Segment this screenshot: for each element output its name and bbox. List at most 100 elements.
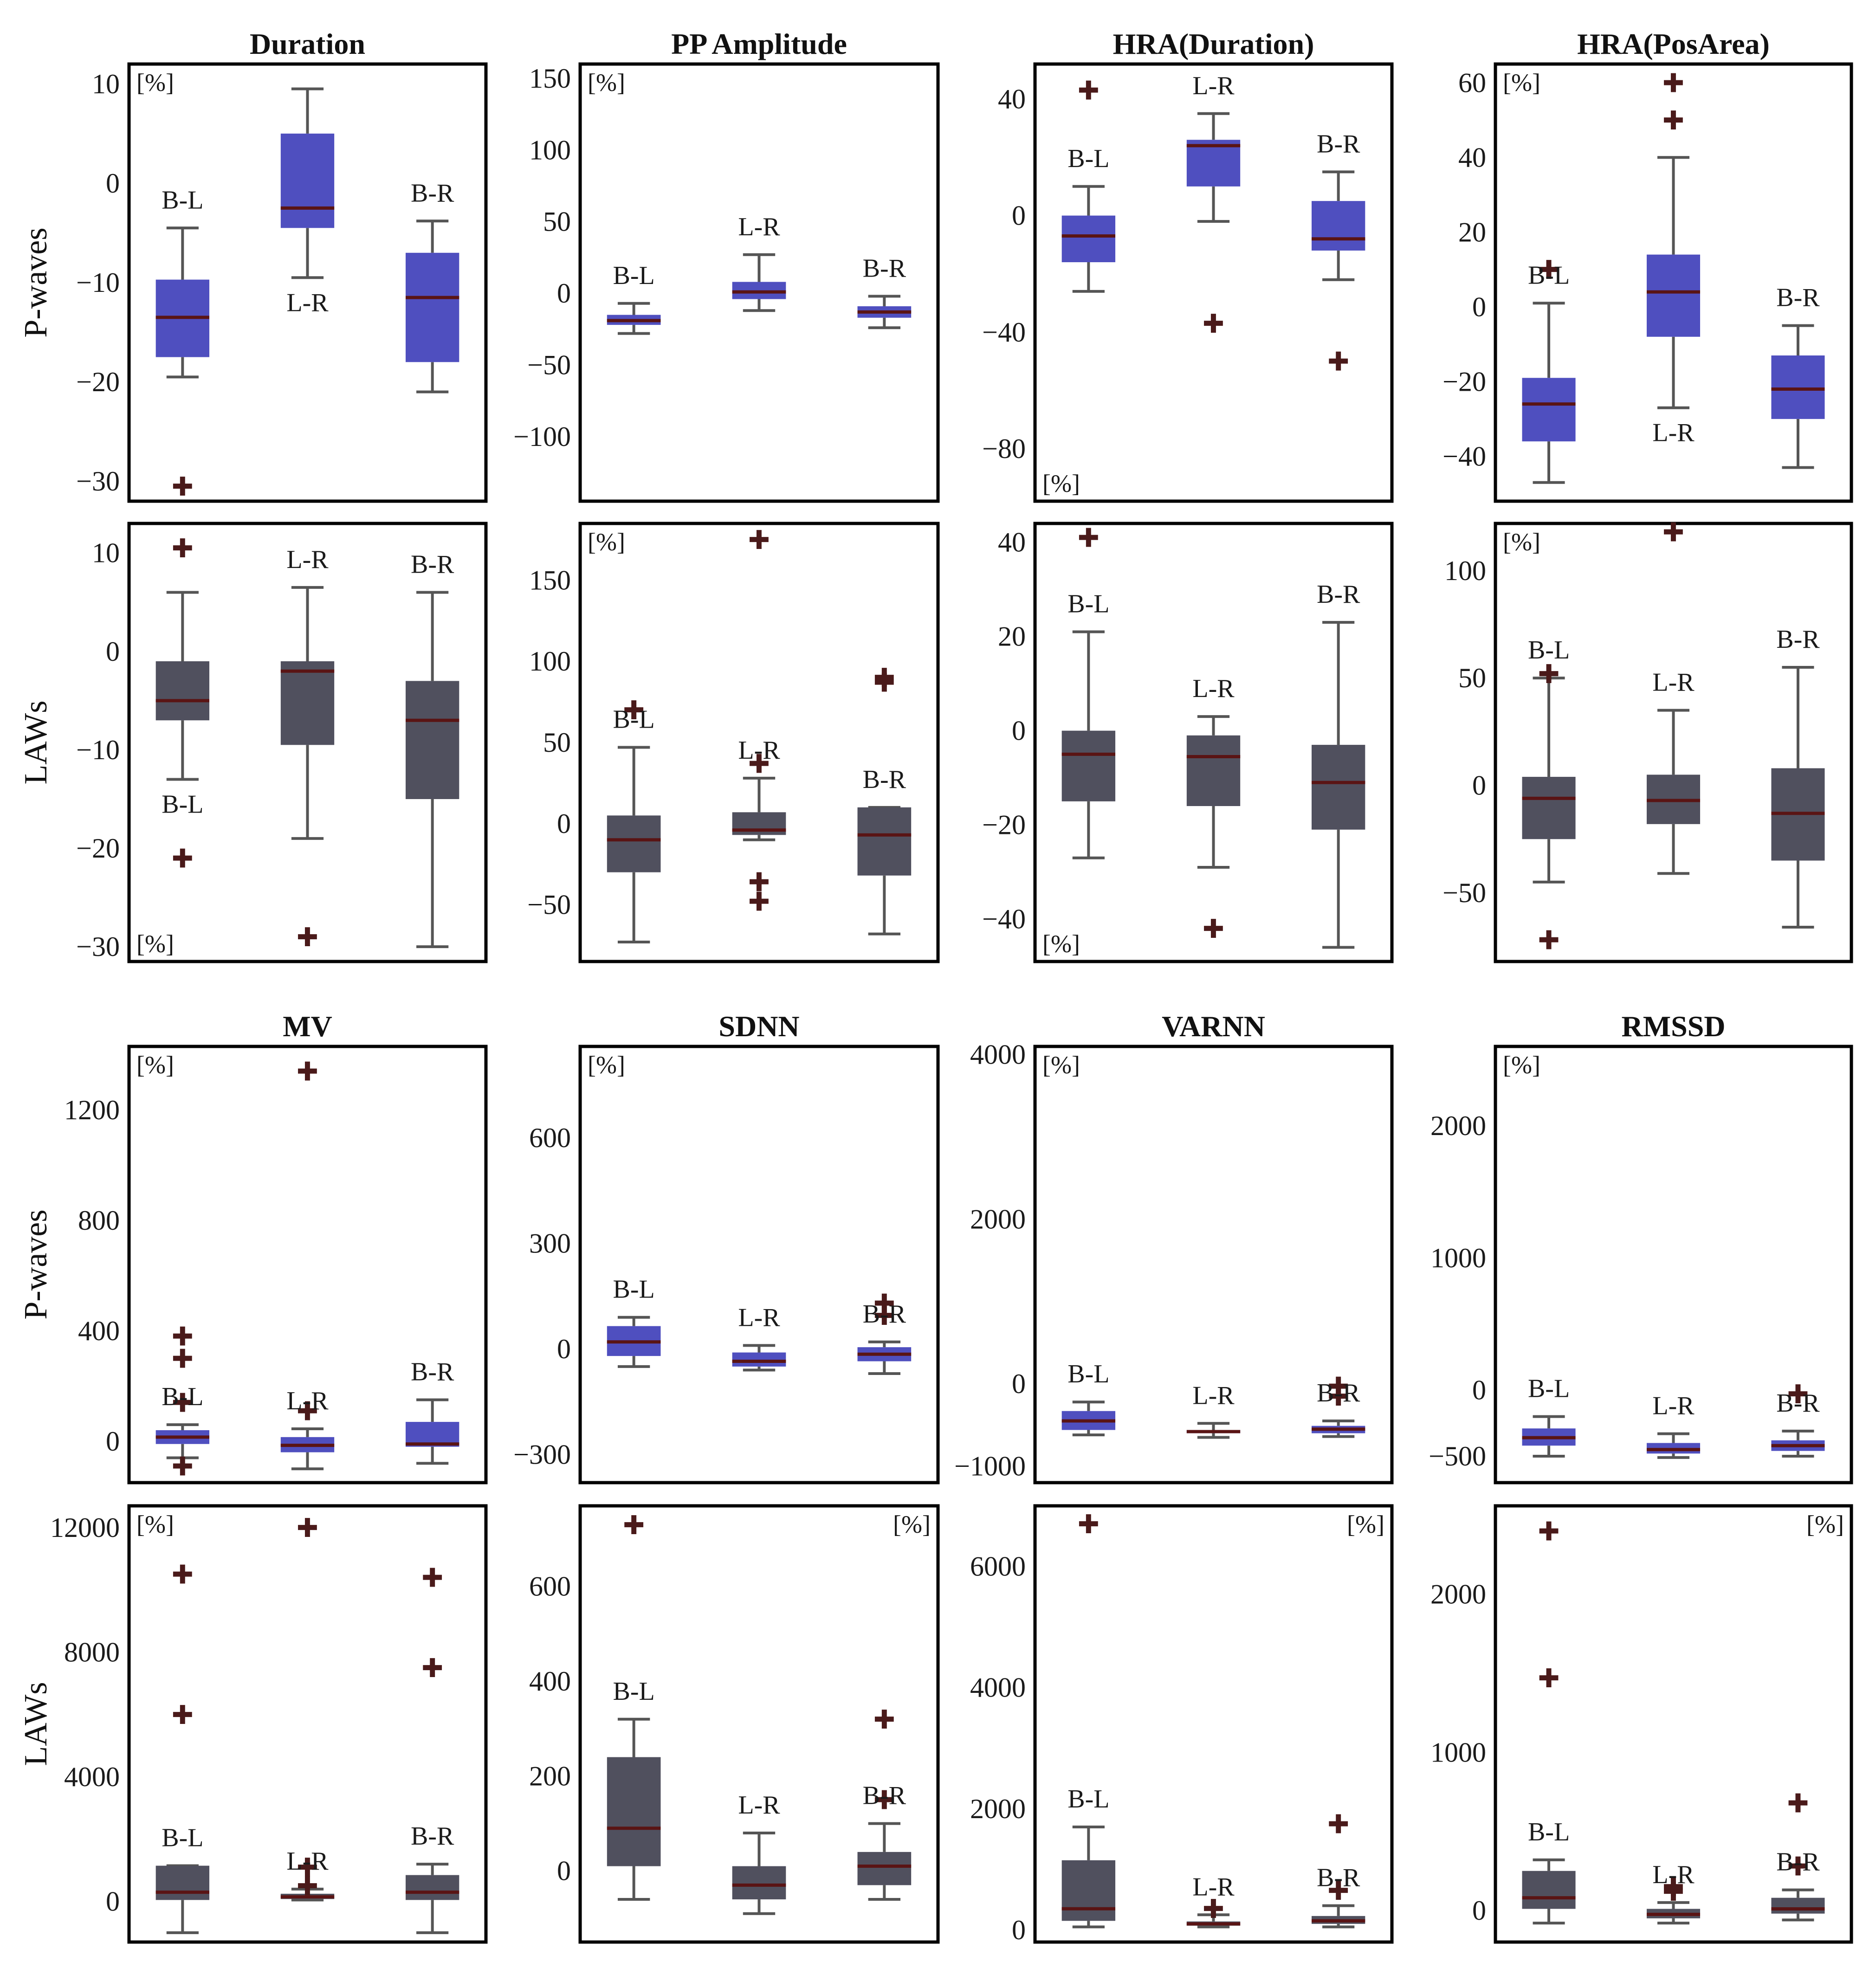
group-label: L-R <box>286 545 329 574</box>
outlier-marker: ✚ <box>172 472 194 502</box>
panel-frame <box>127 522 488 963</box>
outlier-marker: ✚ <box>172 1452 194 1482</box>
outlier-marker: ✚ <box>297 1853 318 1883</box>
unit-label: [%] <box>1042 930 1080 958</box>
y-tick-label: −10 <box>76 267 120 298</box>
group-label: L-R <box>286 288 329 317</box>
y-tick-label: 6000 <box>970 1551 1026 1582</box>
y-tick-label: 0 <box>1472 291 1486 322</box>
group-label: L-R <box>286 1387 329 1415</box>
outlier-marker: ✚ <box>421 1563 443 1593</box>
outlier-marker: ✚ <box>1203 1894 1224 1924</box>
box-b-l <box>1061 730 1116 801</box>
box-l-r <box>1186 140 1241 187</box>
box-b-l <box>607 815 661 872</box>
group-label: B-R <box>1776 284 1820 312</box>
unit-label: [%] <box>136 930 174 958</box>
y-tick-label: −20 <box>76 367 120 397</box>
box-b-r <box>1771 1897 1825 1914</box>
y-tick-label: 0 <box>1012 1368 1026 1399</box>
group-label: B-R <box>1317 580 1360 609</box>
y-tick-label: 800 <box>78 1205 120 1236</box>
box-l-r <box>1646 254 1701 337</box>
outlier-marker: ✚ <box>1203 914 1224 944</box>
y-tick-label: 2000 <box>1430 1110 1486 1141</box>
group-label: B-L <box>1067 1785 1109 1814</box>
box-b-r <box>857 807 912 876</box>
group-label: B-L <box>1528 636 1570 665</box>
outlier-marker: ✚ <box>172 534 194 564</box>
panel-title: RMSSD <box>1621 1010 1725 1043</box>
group-label: B-L <box>1528 261 1570 290</box>
y-tick-label: 100 <box>1444 555 1486 586</box>
group-label: B-L <box>613 705 655 734</box>
y-tick-label: 100 <box>529 646 571 677</box>
y-tick-label: −300 <box>513 1439 571 1470</box>
outlier-marker: ✚ <box>297 1396 318 1426</box>
y-tick-label: 600 <box>529 1123 571 1153</box>
y-tick-label: 0 <box>106 636 120 667</box>
y-tick-label: −30 <box>76 931 120 962</box>
outlier-marker: ✚ <box>1203 309 1224 339</box>
panel-frame <box>1033 62 1394 503</box>
y-tick-label: 0 <box>1472 1375 1486 1406</box>
group-label: L-R <box>738 1303 780 1332</box>
box-b-l <box>155 661 210 721</box>
y-tick-label: 40 <box>1458 142 1486 173</box>
y-tick-label: 50 <box>1458 663 1486 693</box>
panel-frame <box>1494 522 1853 963</box>
y-tick-label: −40 <box>1443 441 1486 471</box>
unit-label: [%] <box>1503 1051 1540 1079</box>
outlier-marker: ✚ <box>1327 1372 1349 1402</box>
outlier-marker: ✚ <box>1663 518 1684 548</box>
y-tick-label: 300 <box>529 1228 571 1259</box>
group-label: B-R <box>863 1781 906 1810</box>
outlier-marker: ✚ <box>1538 255 1560 285</box>
box-b-l <box>607 1757 661 1866</box>
y-tick-label: 100 <box>529 135 571 165</box>
group-label: B-L <box>162 1824 203 1852</box>
y-tick-label: 12000 <box>50 1512 120 1543</box>
group-label: B-L <box>613 261 655 290</box>
unit-label: [%] <box>588 69 625 97</box>
y-tick-label: 20 <box>1458 217 1486 247</box>
outlier-marker: ✚ <box>873 1705 895 1735</box>
y-tick-label: 0 <box>106 1886 120 1917</box>
panel-title: MV <box>283 1010 332 1043</box>
panel-frame <box>578 1504 940 1944</box>
group-label: B-L <box>1528 1375 1570 1403</box>
group-label: B-R <box>863 254 906 283</box>
outlier-marker: ✚ <box>623 1510 645 1541</box>
y-tick-label: 0 <box>557 1856 571 1886</box>
group-label: B-R <box>411 550 454 579</box>
group-label: B-R <box>863 1300 906 1329</box>
panel-frame <box>127 1045 488 1484</box>
outlier-marker: ✚ <box>297 1513 318 1543</box>
panel-frame <box>1494 62 1853 503</box>
outlier-marker: ✚ <box>1078 76 1100 106</box>
box-b-l <box>1522 378 1576 442</box>
panel-frame <box>1033 522 1394 963</box>
outlier-marker: ✚ <box>873 663 895 693</box>
box-b-r <box>405 681 459 799</box>
outlier-marker: ✚ <box>297 1872 318 1902</box>
panel-frame <box>578 522 940 963</box>
outlier-marker: ✚ <box>1327 347 1349 377</box>
outlier-marker: ✚ <box>623 696 645 726</box>
group-label: B-R <box>411 179 454 207</box>
y-tick-label: −50 <box>1443 878 1486 908</box>
unit-label: [%] <box>1347 1510 1384 1538</box>
y-tick-label: 4000 <box>970 1039 1026 1070</box>
y-tick-label: 50 <box>543 727 571 758</box>
outlier-marker: ✚ <box>873 1289 895 1319</box>
y-tick-label: −80 <box>982 433 1026 464</box>
y-tick-label: 0 <box>1472 770 1486 801</box>
outlier-marker: ✚ <box>1538 1517 1560 1547</box>
outlier-marker: ✚ <box>1538 1664 1560 1694</box>
box-b-l <box>155 1865 210 1900</box>
y-tick-label: 10 <box>92 538 120 568</box>
y-tick-label: −20 <box>76 833 120 864</box>
y-tick-label: 0 <box>1012 200 1026 231</box>
box-b-l <box>1522 777 1576 839</box>
